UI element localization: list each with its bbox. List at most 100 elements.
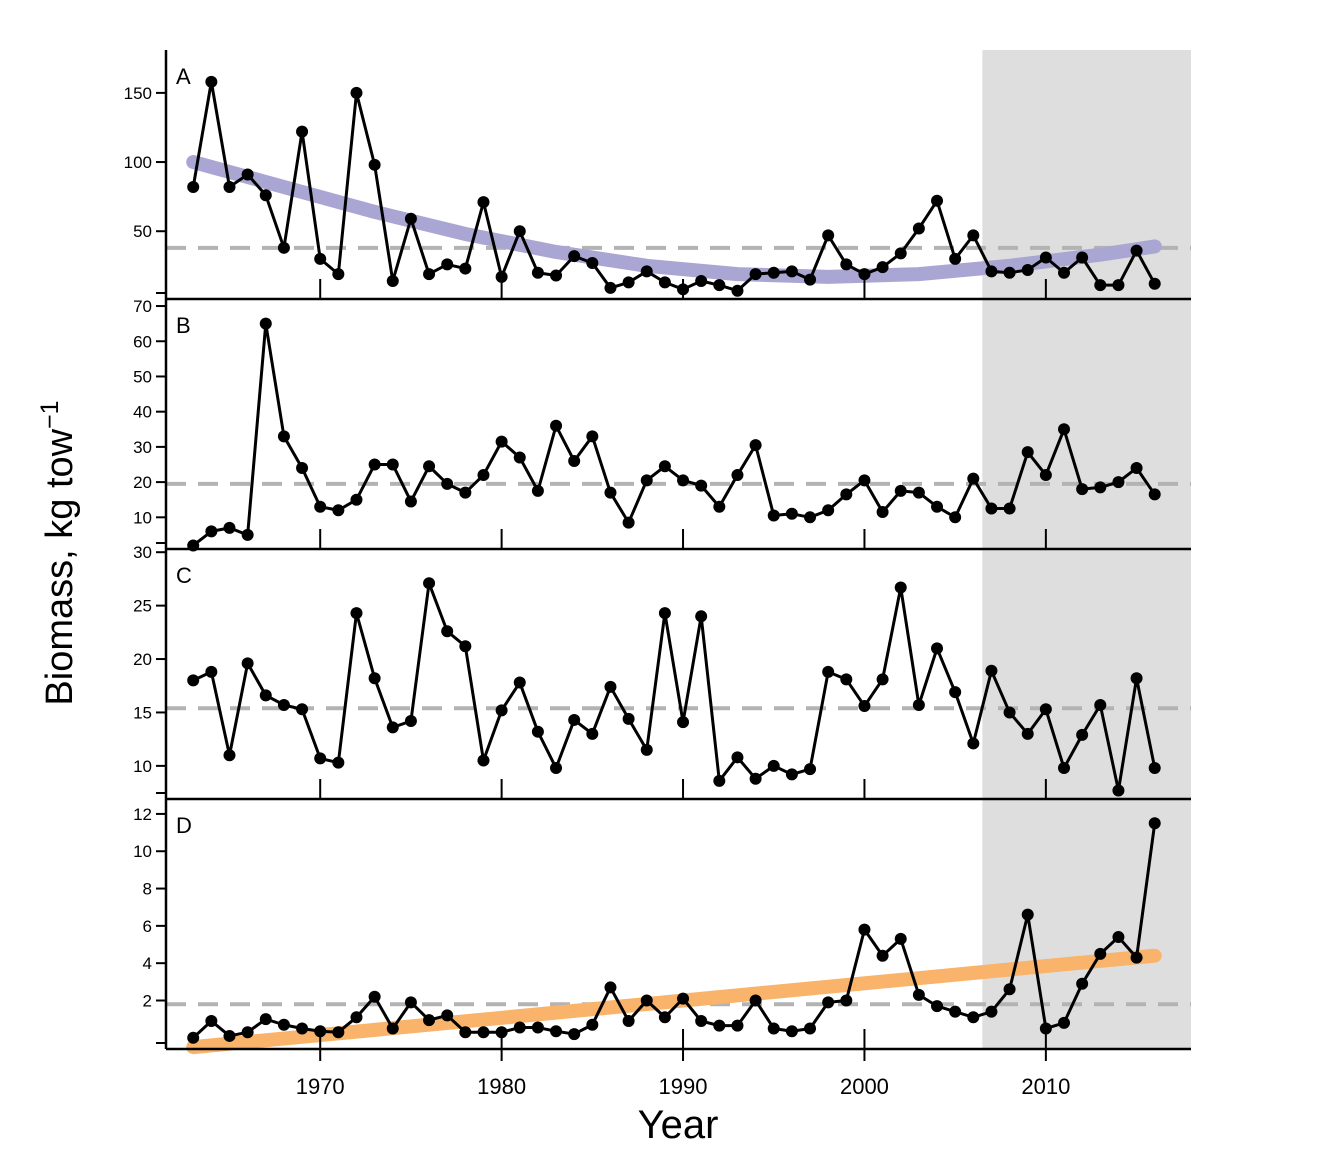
data-point [205, 75, 218, 88]
data-point [1112, 784, 1125, 797]
y-tick-label: 150 [124, 84, 152, 103]
data-point [459, 262, 472, 275]
data-point [223, 749, 236, 762]
data-point [640, 474, 653, 487]
y-tick-label: 50 [133, 222, 152, 241]
data-point [622, 516, 635, 529]
data-point [622, 276, 635, 289]
data-point [368, 672, 381, 685]
panel-b [166, 317, 1191, 552]
data-point [1003, 266, 1016, 279]
data-point [695, 275, 708, 288]
data-point [550, 1025, 563, 1038]
data-point [586, 727, 599, 740]
data-point [1130, 244, 1143, 257]
data-point [568, 454, 581, 467]
data-point [531, 1021, 544, 1034]
data-point [350, 607, 363, 620]
data-point [822, 996, 835, 1009]
data-point [259, 689, 272, 702]
data-point [858, 700, 871, 713]
data-point [931, 642, 944, 655]
data-point [1112, 476, 1125, 489]
panel-label: B [176, 313, 191, 338]
data-point [1021, 446, 1034, 459]
data-point [858, 923, 871, 936]
data-point [1039, 1022, 1052, 1035]
data-point [550, 762, 563, 775]
data-point [296, 1022, 309, 1035]
data-point [677, 992, 690, 1005]
data-point [894, 581, 907, 594]
data-point [495, 270, 508, 283]
data-point [658, 276, 671, 289]
data-point [804, 511, 817, 524]
data-point [894, 932, 907, 945]
data-point [840, 673, 853, 686]
data-point [985, 664, 998, 677]
data-point [223, 1029, 236, 1042]
data-point [858, 474, 871, 487]
y-tick-label: 50 [133, 367, 152, 386]
data-point [223, 521, 236, 534]
y-tick-label: 15 [133, 703, 152, 722]
data-point [931, 1000, 944, 1013]
data-point [277, 430, 290, 443]
data-point [1112, 279, 1125, 292]
data-point [277, 241, 290, 254]
trend-line [186, 155, 1162, 284]
data-point [241, 1026, 254, 1039]
data-point [314, 752, 327, 765]
data-point [677, 716, 690, 729]
data-point [985, 502, 998, 515]
y-axis-title-superscript: −1 [36, 400, 64, 429]
data-point [368, 458, 381, 471]
y-tick-label: 30 [133, 543, 152, 562]
data-point [785, 507, 798, 520]
data-point [404, 996, 417, 1009]
data-point [531, 725, 544, 738]
data-point [1058, 762, 1071, 775]
data-point [586, 257, 599, 270]
panel-label: A [176, 64, 191, 89]
y-tick-label: 10 [133, 508, 152, 527]
data-point [277, 698, 290, 711]
data-point [1094, 279, 1107, 292]
data-point [568, 713, 581, 726]
data-point [241, 528, 254, 541]
data-point [840, 994, 853, 1007]
data-point [749, 772, 762, 785]
data-point [1076, 728, 1089, 741]
data-point [785, 768, 798, 781]
data-point [858, 268, 871, 281]
data-point [767, 266, 780, 279]
data-point [876, 673, 889, 686]
data-point [423, 577, 436, 590]
data-point [477, 1026, 490, 1039]
y-tick-label: 40 [133, 403, 152, 422]
data-point [912, 988, 925, 1001]
data-point [459, 640, 472, 653]
data-point [622, 712, 635, 725]
data-point [459, 1026, 472, 1039]
data-point [876, 506, 889, 519]
data-point [423, 268, 436, 281]
y-tick-label: 4 [143, 954, 152, 973]
data-point [1094, 698, 1107, 711]
data-point [731, 751, 744, 764]
data-point [404, 212, 417, 225]
data-point [840, 258, 853, 271]
data-point [949, 686, 962, 699]
data-point [658, 607, 671, 620]
y-tick-label: 70 [133, 297, 152, 316]
data-point [1003, 502, 1016, 515]
data-point [441, 477, 454, 490]
data-point [749, 994, 762, 1007]
data-point [513, 1021, 526, 1034]
data-point [531, 266, 544, 279]
data-point [296, 703, 309, 716]
data-point [713, 774, 726, 787]
panel-label: D [176, 813, 192, 838]
x-tick-label: 2000 [840, 1074, 889, 1099]
panel-d [166, 817, 1191, 1055]
